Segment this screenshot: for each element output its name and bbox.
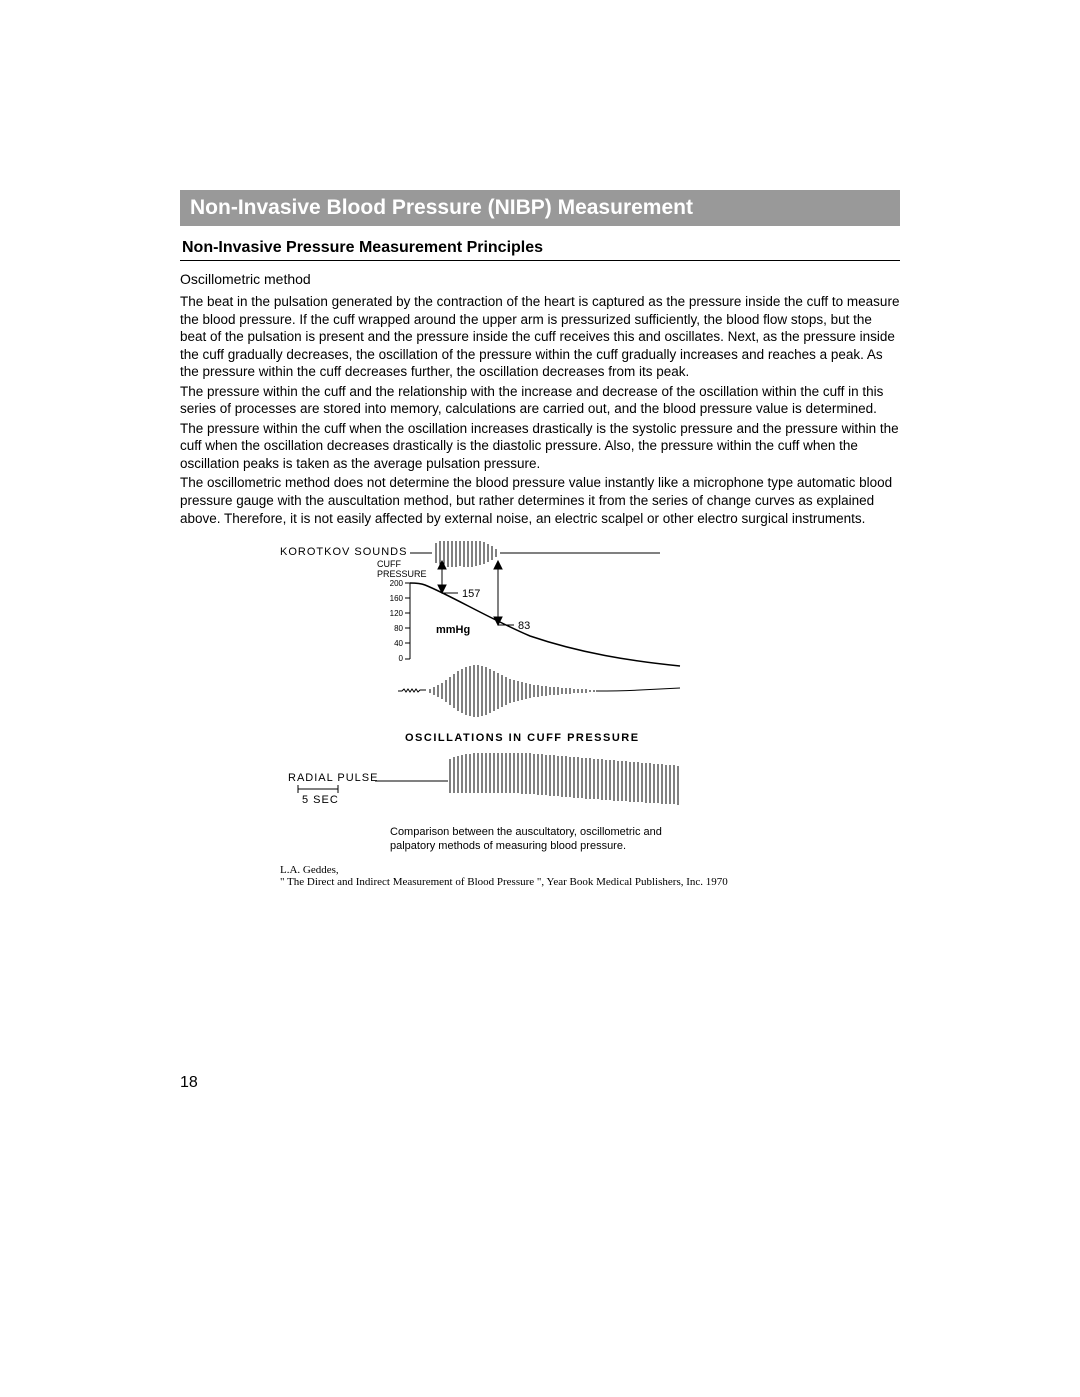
tick-label: 80: [394, 624, 403, 633]
caption-line: palpatory methods of measuring blood pre…: [390, 840, 626, 852]
citation-author: L.A. Geddes,: [280, 864, 339, 876]
oscillation-waveform: [398, 665, 680, 717]
systolic-value: 157: [462, 588, 480, 600]
five-sec-label: 5 SEC: [302, 794, 339, 806]
figure: KOROTKOV SOUNDS: [180, 541, 900, 821]
banner-title: Non-Invasive Blood Pressure (NIBP) Measu…: [190, 196, 693, 219]
diastolic-value: 83: [518, 620, 530, 632]
figure-svg: KOROTKOV SOUNDS: [180, 541, 900, 821]
paragraph: The beat in the pulsation generated by t…: [180, 293, 900, 381]
paragraph: The pressure within the cuff and the rel…: [180, 383, 900, 418]
caption-line: Comparison between the auscultatory, osc…: [390, 826, 662, 838]
subheading-title: Non-Invasive Pressure Measurement Princi…: [182, 239, 543, 256]
pressure-label: PRESSURE: [377, 569, 427, 579]
mmhg-label: mmHg: [436, 624, 470, 636]
radial-label: RADIAL PULSE: [288, 772, 378, 784]
korotkov-burst: [410, 541, 660, 567]
radial-pulse-waveform: [375, 753, 678, 805]
diastolic-marker: [494, 561, 514, 625]
tick-label: 160: [390, 594, 404, 603]
citation: L.A. Geddes, " The Direct and Indirect M…: [280, 864, 900, 888]
y-axis: [405, 583, 410, 659]
cuff-label: CUFF: [377, 559, 401, 569]
tick-label: 0: [399, 654, 404, 663]
scale-bar: [298, 785, 338, 793]
korotkov-label: KOROTKOV SOUNDS: [280, 546, 407, 558]
paragraph: The oscillometric method does not determ…: [180, 474, 900, 527]
tick-label: 200: [390, 579, 404, 588]
body-text: The beat in the pulsation generated by t…: [180, 293, 900, 527]
figure-caption: Comparison between the auscultatory, osc…: [390, 825, 900, 854]
tick-label: 40: [394, 639, 403, 648]
document-page: Non-Invasive Blood Pressure (NIBP) Measu…: [0, 0, 1080, 1397]
page-number: 18: [180, 1074, 198, 1092]
paragraph: The pressure within the cuff when the os…: [180, 420, 900, 473]
method-subtitle: Oscillometric method: [180, 271, 900, 287]
subheading: Non-Invasive Pressure Measurement Princi…: [180, 236, 900, 261]
citation-title: " The Direct and Indirect Measurement of…: [280, 876, 728, 888]
section-banner: Non-Invasive Blood Pressure (NIBP) Measu…: [180, 190, 900, 226]
oscillations-label: OSCILLATIONS IN CUFF PRESSURE: [405, 732, 640, 744]
tick-label: 120: [390, 609, 404, 618]
